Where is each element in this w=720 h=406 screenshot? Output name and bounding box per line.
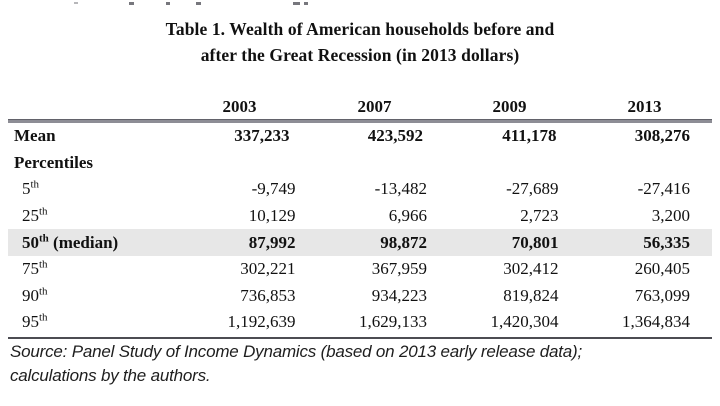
header-rule bbox=[8, 119, 712, 123]
header-year-2003: 2003 bbox=[222, 97, 257, 116]
table-row-percentiles: Percentiles bbox=[8, 150, 712, 177]
table-row-25th: 25th 10,129 6,966 2,723 3,200 bbox=[8, 203, 712, 230]
cell: -27,416 bbox=[637, 179, 690, 199]
cell: 1,420,304 bbox=[490, 312, 559, 332]
table-row-95th: 95th 1,192,639 1,629,133 1,420,304 1,364… bbox=[8, 309, 712, 336]
cell: -27,689 bbox=[506, 179, 559, 199]
cell: -9,749 bbox=[251, 179, 296, 199]
cell: 423,592 bbox=[367, 126, 423, 146]
cell: 1,364,834 bbox=[622, 312, 690, 332]
cell: 56,335 bbox=[643, 232, 690, 252]
table-row-90th: 90th 736,853 934,223 819,824 763,099 bbox=[8, 283, 712, 310]
row-label: 50th (median) bbox=[22, 232, 119, 252]
table-title: Table 1. Wealth of American households b… bbox=[0, 16, 720, 68]
table-row-mean: Mean 337,233 423,592 411,178 308,276 bbox=[8, 123, 712, 150]
cell: 411,178 bbox=[502, 126, 557, 146]
row-label: 75th bbox=[22, 258, 48, 279]
cell: 367,959 bbox=[371, 259, 427, 279]
row-label: 25th bbox=[22, 205, 48, 226]
table-row-75th: 75th 302,221 367,959 302,412 260,405 bbox=[8, 256, 712, 283]
source-note-line1: Source: Panel Study of Income Dynamics (… bbox=[10, 342, 583, 361]
source-note-line2: calculations by the authors. bbox=[10, 365, 211, 385]
cell: 70,801 bbox=[511, 232, 559, 252]
cell: 934,223 bbox=[371, 285, 427, 305]
header-year-2007: 2007 bbox=[357, 97, 392, 116]
cell: 302,221 bbox=[240, 259, 296, 279]
cell: 2,723 bbox=[520, 206, 559, 226]
table-row-5th: 5th -9,749 -13,482 -27,689 -27,416 bbox=[8, 176, 712, 203]
cell: 763,099 bbox=[634, 285, 690, 305]
table-title-line2: after the Great Recession (in 2013 dolla… bbox=[200, 45, 520, 65]
cell: 736,853 bbox=[240, 285, 296, 305]
cell: 10,129 bbox=[248, 206, 296, 226]
table-row-50th-median: 50th (median) 87,992 98,872 70,801 56,33… bbox=[8, 229, 712, 256]
cell: 1,192,639 bbox=[227, 312, 296, 332]
table-bottom-rule bbox=[8, 336, 712, 339]
source-note: Source: Panel Study of Income Dynamics (… bbox=[10, 340, 710, 387]
row-label: 95th bbox=[22, 311, 48, 332]
row-label: 5th bbox=[22, 178, 40, 199]
cell: 819,824 bbox=[503, 285, 559, 305]
row-label: Mean bbox=[14, 126, 56, 146]
cell: 308,276 bbox=[634, 126, 690, 146]
table-header-row: 2003 2007 2009 2013 bbox=[8, 93, 712, 119]
table-title-line1: Table 1. Wealth of American households b… bbox=[165, 19, 555, 39]
header-year-2009: 2009 bbox=[492, 97, 527, 116]
cell: 87,992 bbox=[248, 232, 296, 252]
row-label: 90th bbox=[22, 285, 48, 305]
cell: 260,405 bbox=[634, 259, 690, 279]
cell: 302,412 bbox=[503, 259, 559, 279]
wealth-table: 2003 2007 2009 2013 Mean 337,233 423,592… bbox=[8, 93, 712, 339]
header-year-2013: 2013 bbox=[627, 97, 662, 116]
cell: 337,233 bbox=[234, 126, 290, 146]
cell: 6,966 bbox=[388, 206, 427, 226]
cell: 1,629,133 bbox=[359, 312, 427, 332]
cell: 98,872 bbox=[380, 232, 427, 252]
cell: -13,482 bbox=[374, 179, 427, 199]
row-label: Percentiles bbox=[14, 152, 93, 172]
cell: 3,200 bbox=[651, 206, 690, 226]
